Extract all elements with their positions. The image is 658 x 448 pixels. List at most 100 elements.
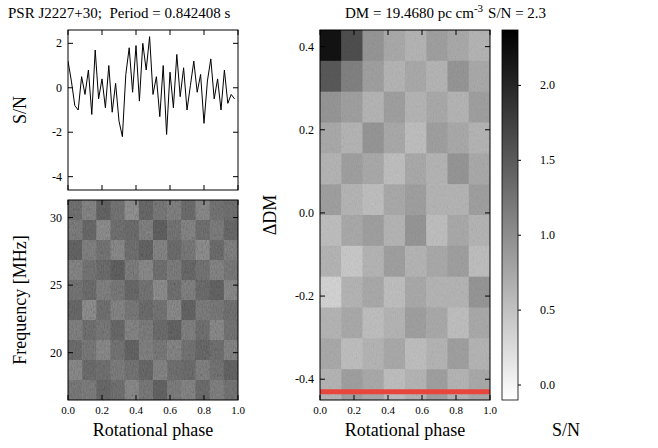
texture [68, 200, 238, 400]
y-tick [485, 129, 490, 130]
x-axis-title: Rotational phase [345, 420, 465, 440]
colorbar-tick-label: 0.5 [540, 303, 555, 317]
subtitle: S/N = 2.3 [488, 5, 546, 21]
y-tick [320, 46, 325, 47]
y-tick [320, 379, 325, 380]
plot-frame [320, 30, 490, 400]
title-superscript: -3 [474, 2, 484, 14]
y-axis-title: Frequency [MHz] [10, 235, 30, 364]
y-tick [233, 43, 238, 44]
x-tick-label: 0.6 [415, 404, 429, 416]
x-tick [388, 395, 389, 400]
y-tick [233, 87, 238, 88]
x-tick-label: 1.0 [231, 404, 245, 416]
colorbar-tick [518, 85, 521, 86]
y-tick-label: 25 [50, 278, 62, 292]
profile-plot [68, 37, 235, 137]
x-tick-label: 0.0 [313, 404, 327, 416]
colorbar [502, 30, 518, 400]
x-tick [238, 30, 239, 35]
y-axis-title: ΔDM [260, 195, 280, 236]
y-tick [68, 176, 73, 177]
y-tick-label: -0.4 [295, 372, 314, 386]
y-tick-label: 2 [56, 36, 62, 50]
heatmap [320, 30, 490, 400]
texture [320, 30, 490, 400]
x-tick [170, 200, 171, 205]
y-tick [320, 129, 325, 130]
x-tick [354, 395, 355, 400]
colorbar-tick [518, 235, 521, 236]
heatmap [68, 200, 238, 400]
colorbar-tick-label: 1.5 [540, 153, 555, 167]
y-tick-label: -4 [52, 170, 62, 184]
y-tick [68, 132, 73, 133]
x-tick [68, 185, 69, 190]
x-tick [170, 185, 171, 190]
y-tick [68, 217, 73, 218]
x-tick [238, 200, 239, 205]
x-tick [320, 30, 321, 35]
colorbar-tick-label: 0.0 [540, 378, 555, 392]
y-tick [68, 87, 73, 88]
y-tick-label: 0.0 [299, 206, 314, 220]
y-tick [485, 46, 490, 47]
colorbar-title: S/N [552, 420, 580, 440]
x-tick-label: 0.0 [61, 404, 75, 416]
x-tick [68, 30, 69, 35]
x-tick [456, 395, 457, 400]
x-tick [170, 395, 171, 400]
profile-line [68, 37, 235, 137]
x-tick [204, 200, 205, 205]
y-tick-label: 20 [50, 346, 62, 360]
x-tick-label: 0.4 [381, 404, 395, 416]
x-tick [204, 185, 205, 190]
plot-frame [68, 200, 238, 400]
colorbar-tick [518, 385, 521, 386]
x-tick [102, 30, 103, 35]
colorbar-tick-label: 2.0 [540, 78, 555, 92]
y-tick-label: 0.2 [299, 123, 314, 137]
x-tick [68, 200, 69, 205]
figure: 20-2-4S/NPSR J2227+30; Period = 0.842408… [0, 0, 658, 448]
y-tick-label: 0.4 [299, 40, 314, 54]
y-tick [68, 352, 73, 353]
x-tick [102, 395, 103, 400]
x-tick [136, 395, 137, 400]
y-tick [233, 176, 238, 177]
plot-frame [68, 30, 238, 190]
y-tick [233, 132, 238, 133]
x-tick [204, 30, 205, 35]
x-tick [490, 395, 491, 400]
x-tick [68, 395, 69, 400]
x-tick [388, 30, 389, 35]
x-tick [354, 30, 355, 35]
x-tick [422, 395, 423, 400]
x-tick [456, 30, 457, 35]
y-tick [320, 296, 325, 297]
y-tick [233, 352, 238, 353]
y-tick-label: -0.2 [295, 289, 314, 303]
title-text: DM = 19.4680 pc cm [345, 5, 474, 21]
y-tick [485, 379, 490, 380]
x-tick-label: 0.4 [129, 404, 143, 416]
y-tick-label: 0 [56, 81, 62, 95]
y-tick [233, 217, 238, 218]
dm-marker [320, 389, 490, 394]
x-tick [102, 185, 103, 190]
x-axis-title: Rotational phase [93, 420, 213, 440]
y-tick [485, 212, 490, 213]
x-tick [422, 30, 423, 35]
x-tick-label: 0.2 [95, 404, 109, 416]
y-tick-label: 30 [50, 211, 62, 225]
x-tick-label: 0.8 [197, 404, 211, 416]
y-tick [68, 43, 73, 44]
y-tick-label: -2 [52, 125, 62, 139]
x-tick [136, 30, 137, 35]
y-tick [68, 285, 73, 286]
x-tick [238, 185, 239, 190]
title: PSR J2227+30; Period = 0.842408 s [8, 5, 231, 21]
title: DM = 19.4680 pc cm-3 S/N = 2.3 [345, 2, 546, 21]
colorbar-tick [518, 160, 521, 161]
x-tick [170, 30, 171, 35]
